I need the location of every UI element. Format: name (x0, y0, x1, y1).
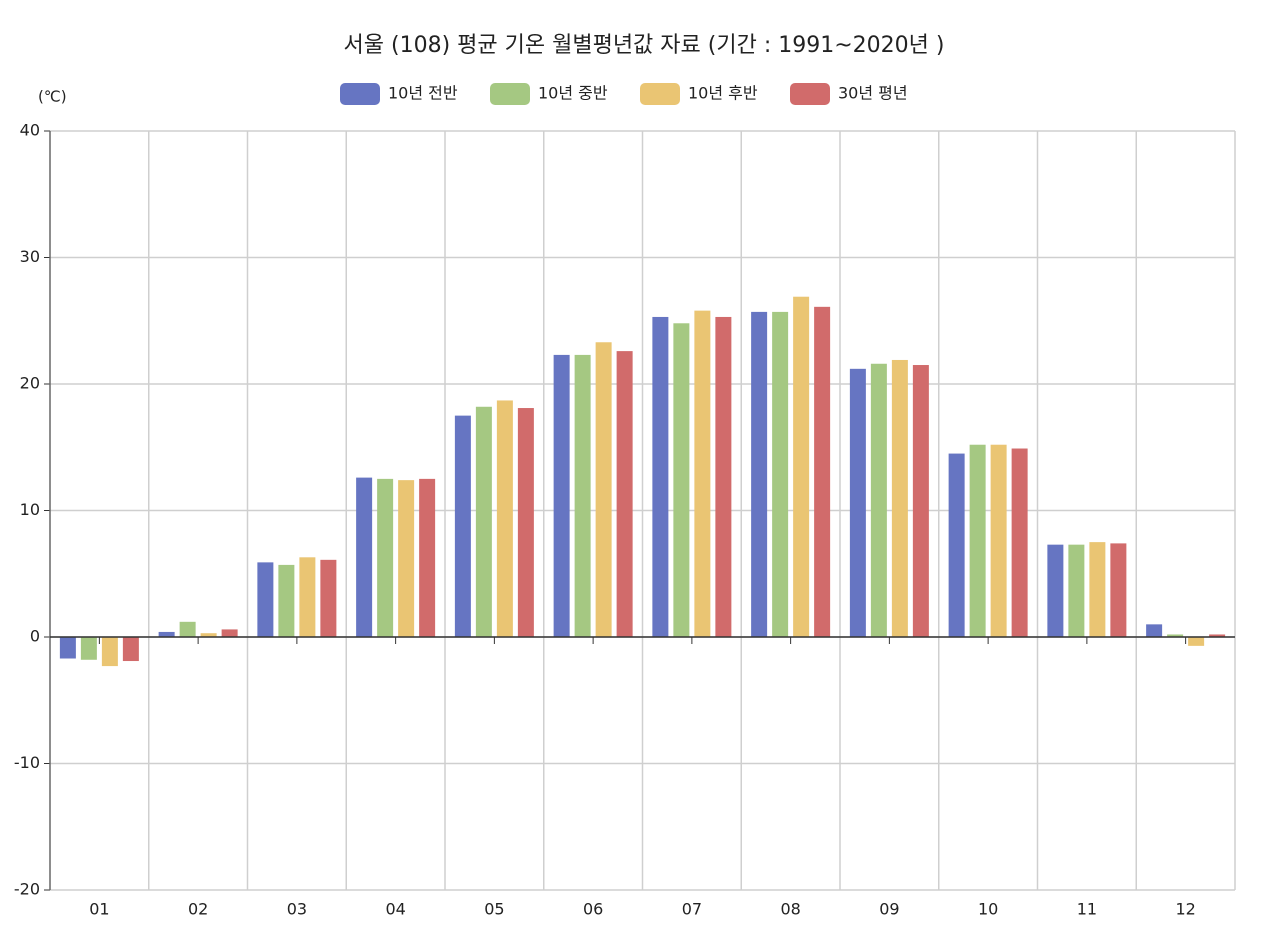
legend-swatch[interactable] (640, 83, 680, 105)
bar (1110, 543, 1127, 637)
bar (912, 365, 929, 637)
bar (694, 310, 711, 637)
bar (179, 621, 196, 637)
bar (299, 557, 316, 637)
bar (419, 478, 436, 637)
bar (652, 316, 669, 637)
bar (320, 559, 337, 637)
bar (772, 311, 789, 637)
bar (1068, 544, 1085, 637)
legend-label[interactable]: 10년 중반 (538, 84, 608, 103)
y-tick-label: -20 (14, 880, 40, 899)
x-tick-label: 07 (682, 900, 702, 919)
bar (257, 562, 274, 637)
bar (990, 444, 1007, 637)
x-tick-label: 01 (89, 900, 109, 919)
bar (1089, 542, 1106, 637)
bar (101, 637, 118, 667)
legend-swatch[interactable] (790, 83, 830, 105)
bar (553, 354, 570, 637)
y-tick-label: 20 (20, 374, 40, 393)
y-tick-label: 30 (20, 247, 40, 266)
x-tick-label: 05 (484, 900, 504, 919)
bar (221, 629, 238, 637)
bar (200, 633, 217, 637)
bar (715, 316, 732, 637)
bar (574, 354, 591, 637)
bar (517, 408, 534, 637)
y-tick-label: 0 (30, 627, 40, 646)
legend-swatch[interactable] (490, 83, 530, 105)
bar (496, 400, 513, 637)
x-tick-label: 08 (780, 900, 800, 919)
bar (595, 342, 612, 637)
bar (1146, 624, 1163, 637)
x-tick-label: 10 (978, 900, 998, 919)
bar (870, 363, 887, 637)
bar (814, 306, 831, 637)
bar (59, 637, 76, 659)
bar (356, 477, 373, 637)
x-tick-label: 12 (1175, 900, 1195, 919)
bar (1011, 448, 1028, 637)
bar (80, 637, 97, 660)
bar (1047, 544, 1064, 637)
bar (122, 637, 139, 662)
bar (673, 323, 690, 637)
bar (398, 480, 415, 637)
bar (475, 406, 492, 637)
legend-label[interactable]: 30년 평년 (838, 84, 908, 103)
bar (278, 564, 295, 637)
x-tick-label: 04 (385, 900, 405, 919)
y-axis-label: (℃) (38, 88, 67, 106)
bar (454, 415, 471, 637)
bar (377, 478, 394, 637)
bar (891, 359, 908, 637)
legend-label[interactable]: 10년 후반 (688, 84, 758, 103)
x-tick-label: 02 (188, 900, 208, 919)
bar (158, 631, 175, 637)
bar (751, 311, 768, 637)
bar (616, 351, 633, 637)
bar (793, 296, 810, 637)
bar (1188, 637, 1205, 646)
chart-title: 서울 (108) 평균 기온 월별평년값 자료 (기간 : 1991~2020년… (344, 33, 945, 58)
bar (1167, 634, 1184, 637)
y-tick-label: 10 (20, 500, 40, 519)
x-tick-label: 11 (1077, 900, 1097, 919)
x-tick-label: 03 (287, 900, 307, 919)
bar (849, 368, 866, 637)
x-tick-label: 06 (583, 900, 603, 919)
y-tick-label: 40 (20, 121, 40, 140)
legend-swatch[interactable] (340, 83, 380, 105)
legend-label[interactable]: 10년 전반 (388, 84, 458, 103)
bar (969, 444, 986, 637)
bar (1209, 634, 1226, 637)
x-tick-label: 09 (879, 900, 899, 919)
bar (948, 453, 965, 637)
y-tick-label: -10 (14, 753, 40, 772)
